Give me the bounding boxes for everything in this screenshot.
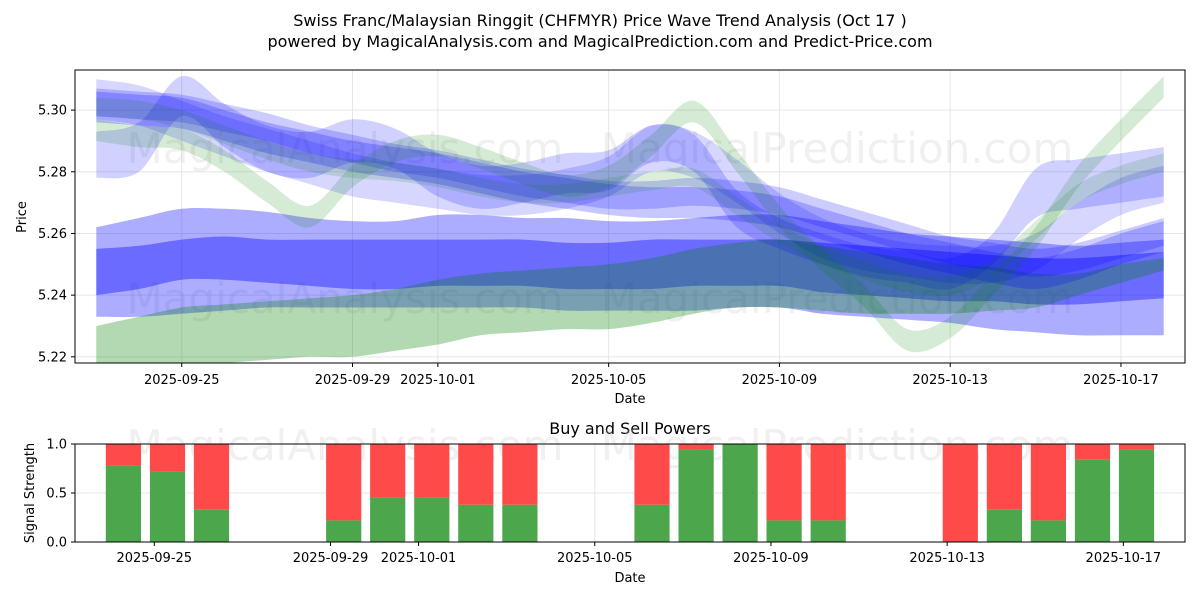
- powers-x-tick-label: 2025-09-25: [117, 551, 193, 566]
- price-y-tick-label: 5.26: [38, 227, 67, 242]
- price-x-tick-label: 2025-09-25: [144, 373, 220, 388]
- sell-bar: [370, 444, 406, 498]
- sell-bar: [810, 444, 846, 521]
- price-y-tick-label: 5.22: [38, 350, 67, 365]
- powers-x-ticks: 2025-09-25 2025-09-29 2025-10-01 2025-10-05…: [117, 542, 1162, 566]
- sell-bar: [678, 444, 714, 450]
- sell-bar: [766, 444, 802, 521]
- buy-bar: [766, 520, 802, 542]
- buy-bar: [414, 497, 450, 542]
- chart-title: Swiss Franc/Malaysian Ringgit (CHFMYR) P…: [293, 11, 907, 30]
- sell-bar: [149, 444, 186, 472]
- powers-title: Buy and Sell Powers: [549, 419, 711, 438]
- band-lower-wide-blue: [96, 207, 1164, 336]
- price-x-axis-label: Date: [614, 392, 645, 407]
- powers-x-tick-label: 2025-10-17: [1086, 551, 1162, 566]
- chart-subtitle: powered by MagicalAnalysis.com and Magic…: [267, 32, 932, 51]
- buy-bar: [105, 465, 141, 542]
- powers-y-tick-label: 1.0: [46, 438, 67, 453]
- buy-bar: [326, 520, 362, 542]
- powers-watermarks: MagicalAnalysis.com MagicalPrediction.co…: [127, 421, 1074, 470]
- buy-bar: [722, 444, 758, 542]
- buy-bar: [1030, 520, 1066, 542]
- sell-bar: [1074, 444, 1111, 460]
- powers-y-tick-label: 0.0: [46, 536, 67, 551]
- sell-bar: [105, 444, 141, 466]
- powers-x-tick-label: 2025-10-01: [381, 551, 457, 566]
- sell-bar: [458, 444, 494, 505]
- price-y-tick-label: 5.28: [38, 165, 67, 180]
- price-y-axis-label: Price: [15, 201, 30, 233]
- buy-bar: [810, 520, 846, 542]
- powers-y-tick-label: 0.5: [46, 487, 67, 502]
- powers-y-ticks: 0.0 0.5 1.0: [46, 438, 75, 551]
- buy-bar: [149, 471, 186, 542]
- buy-bar: [458, 504, 494, 542]
- price-grid: [75, 70, 1185, 363]
- powers-x-axis-label: Date: [614, 571, 645, 586]
- price-x-tick-label: 2025-10-05: [571, 373, 647, 388]
- band-lower-green: [96, 239, 1164, 363]
- buy-bar: [1074, 459, 1111, 542]
- powers-x-tick-label: 2025-10-09: [733, 551, 809, 566]
- price-y-ticks: 5.22 5.24 5.26 5.28 5.30: [38, 104, 75, 365]
- watermark-prediction: MagicalPrediction.com: [601, 124, 1074, 173]
- price-plot-area: [75, 70, 1185, 363]
- price-x-tick-label: 2025-10-17: [1083, 373, 1159, 388]
- sell-bar: [986, 444, 1022, 510]
- powers-x-tick-label: 2025-09-29: [293, 551, 369, 566]
- price-y-tick-label: 5.24: [38, 289, 67, 304]
- band-upper-band-3: [96, 75, 1164, 290]
- sell-bar: [1118, 444, 1155, 450]
- price-x-ticks: 2025-09-25 2025-09-29 2025-10-01 2025-10-05…: [144, 363, 1159, 388]
- watermark-analysis: MagicalAnalysis.com: [127, 274, 564, 323]
- sell-bar: [1030, 444, 1066, 521]
- powers-x-tick-label: 2025-10-05: [557, 551, 633, 566]
- price-wave-chart: MagicalAnalysis.com MagicalPrediction.co…: [15, 69, 1186, 407]
- sell-bar: [502, 444, 538, 505]
- buy-bar: [502, 504, 538, 542]
- sell-bar: [193, 444, 230, 510]
- price-x-tick-label: 2025-10-09: [742, 373, 818, 388]
- buy-sell-powers-chart: Buy and Sell Powers MagicalAnalysis.com …: [23, 419, 1186, 586]
- buy-bar: [1118, 449, 1155, 542]
- watermark-analysis: MagicalAnalysis.com: [127, 124, 564, 173]
- price-bands: [96, 75, 1164, 363]
- watermark-prediction: MagicalPrediction.com: [601, 274, 1074, 323]
- price-x-tick-label: 2025-10-13: [912, 373, 988, 388]
- buy-bar: [634, 504, 670, 542]
- price-x-tick-label: 2025-09-29: [315, 373, 391, 388]
- price-watermarks: MagicalAnalysis.com MagicalPrediction.co…: [127, 124, 1074, 323]
- price-x-tick-label: 2025-10-01: [400, 373, 476, 388]
- band-upper-band-4: [96, 79, 1164, 284]
- band-lower-core-blue: [96, 236, 1164, 305]
- sell-bar: [634, 444, 670, 505]
- sell-bar: [942, 444, 978, 542]
- buy-bar: [370, 497, 406, 542]
- powers-y-axis-label: Signal Strength: [23, 443, 38, 543]
- powers-bars: [105, 444, 1155, 542]
- sell-bar: [414, 444, 450, 498]
- buy-bar: [193, 509, 230, 542]
- band-upper-band-1: [96, 91, 1164, 290]
- band-upper-band-2: [96, 88, 1164, 277]
- band-green-wave-2: [96, 97, 1164, 297]
- buy-bar: [678, 449, 714, 542]
- powers-x-tick-label: 2025-10-13: [909, 551, 985, 566]
- price-y-tick-label: 5.30: [38, 104, 67, 119]
- buy-bar: [986, 509, 1022, 542]
- sell-bar: [326, 444, 362, 521]
- price-plot-frame: [74, 69, 1186, 364]
- band-green-wave-1: [96, 76, 1164, 353]
